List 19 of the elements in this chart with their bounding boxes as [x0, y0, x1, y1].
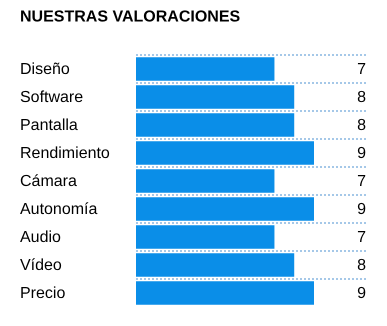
chart-title: NUESTRAS VALORACIONES: [20, 8, 240, 26]
data-label: 7: [357, 173, 366, 190]
data-label: 7: [357, 61, 366, 78]
data-label: 9: [357, 145, 366, 162]
data-label: 9: [357, 285, 366, 302]
data-label: 8: [357, 89, 366, 106]
y-tick-label: Software: [20, 89, 84, 106]
data-label: 8: [357, 257, 366, 274]
y-tick-label: Pantalla: [20, 117, 78, 134]
y-tick-label: Audio: [20, 229, 62, 246]
y-tick-label: Vídeo: [20, 257, 62, 274]
y-tick-label: Cámara: [20, 173, 78, 190]
y-tick-label: Autonomía: [20, 201, 98, 218]
data-label: 7: [357, 229, 366, 246]
y-tick-label: Diseño: [20, 61, 70, 78]
data-label: 8: [357, 117, 366, 134]
y-tick-label: Precio: [20, 285, 66, 302]
y-tick-label: Rendimiento: [20, 145, 110, 162]
data-label: 9: [357, 201, 366, 218]
